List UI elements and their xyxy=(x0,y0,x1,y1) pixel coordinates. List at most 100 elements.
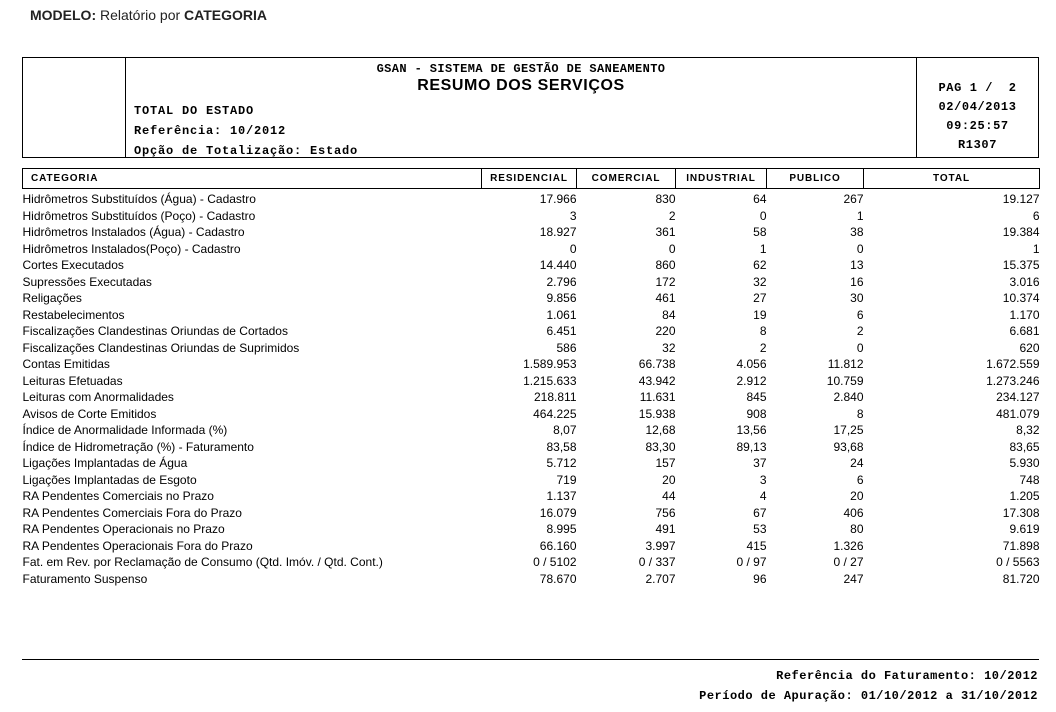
category-label: Religações xyxy=(22,291,82,305)
value-cell: 234.127 xyxy=(996,390,1040,404)
logo-cell xyxy=(23,58,126,157)
value-cell: 908 xyxy=(746,406,767,421)
value-cell: 4 xyxy=(759,489,767,503)
value-cell: 13,56 xyxy=(736,423,767,437)
value-cell: 8.995 xyxy=(546,522,577,536)
category-table: CATEGORIA RESIDENCIAL COMERCIAL INDUSTRI… xyxy=(22,168,1040,587)
value-cell: 0 xyxy=(856,241,864,256)
report-meta: TOTAL DO ESTADO Referência: 10/2012 Opçã… xyxy=(134,101,916,161)
value-cell: 2 xyxy=(759,340,767,355)
value-cell: 17.308 xyxy=(1002,505,1040,520)
value-cell: 67 xyxy=(753,505,767,520)
column-header-comercial: COMERCIAL xyxy=(576,168,676,189)
billing-reference-line: Referência do Faturamento: 10/2012 xyxy=(776,669,1038,683)
value-cell: 11.812 xyxy=(827,357,864,371)
value-cell: 4.056 xyxy=(736,357,767,371)
table-row: Avisos de Corte Emitidos 464.225 15.938 908… xyxy=(23,406,1040,423)
value-cell: 93,68 xyxy=(833,439,864,454)
value-cell: 10.374 xyxy=(1002,291,1040,305)
table-row: Hidrômetros Instalados (Água) - Cadastro… xyxy=(23,224,1040,241)
value-cell: 12,68 xyxy=(645,423,676,437)
value-cell: 78.670 xyxy=(539,571,577,586)
value-cell: 3 xyxy=(569,208,577,223)
table-row: Restabelecimentos 1.061 84 19 6 1.170 xyxy=(23,307,1040,324)
value-cell: 247 xyxy=(843,571,864,586)
modelo-emphasis: CATEGORIA xyxy=(184,7,268,23)
value-cell: 0 xyxy=(569,241,577,256)
value-cell: 6 xyxy=(856,472,864,487)
value-cell: 756 xyxy=(655,505,676,520)
value-cell: 1 xyxy=(759,241,767,256)
category-label: Hidrômetros Instalados(Poço) - Cadastro xyxy=(22,241,241,256)
value-cell: 2.912 xyxy=(736,373,767,388)
category-label: Faturamento Suspenso xyxy=(22,571,148,586)
value-cell: 53 xyxy=(753,522,767,536)
value-cell: 172 xyxy=(655,274,676,289)
value-cell: 62 xyxy=(753,258,767,272)
value-cell: 27 xyxy=(753,291,767,305)
value-cell: 491 xyxy=(655,522,676,536)
value-cell: 19.384 xyxy=(1002,225,1040,239)
value-cell: 6.681 xyxy=(1009,324,1040,338)
value-cell: 1.170 xyxy=(1009,307,1040,322)
category-label: Ligações Implantadas de Esgoto xyxy=(22,472,197,487)
value-cell: 32 xyxy=(753,274,767,289)
value-cell: 9.856 xyxy=(546,291,577,305)
value-cell: 80 xyxy=(850,522,864,536)
value-cell: 66.738 xyxy=(638,357,676,371)
category-label: RA Pendentes Comerciais no Prazo xyxy=(22,489,214,503)
category-label: Leituras Efetuadas xyxy=(22,373,123,388)
value-cell: 14.440 xyxy=(539,258,577,272)
table-row: Religações 9.856 461 27 30 10.374 xyxy=(23,290,1040,307)
value-cell: 1.326 xyxy=(833,538,864,553)
value-cell: 2.707 xyxy=(645,571,676,586)
value-cell: 13 xyxy=(850,258,864,272)
category-label: Ligações Implantadas de Água xyxy=(22,456,188,470)
table-row: Fiscalizações Clandestinas Oriundas de S… xyxy=(23,340,1040,357)
table-row: Ligações Implantadas de Água 5.712 157 37 24… xyxy=(23,455,1040,472)
value-cell: 96 xyxy=(753,571,767,586)
column-header-industrial: INDUSTRIAL xyxy=(675,168,767,189)
table-row: Leituras Efetuadas 1.215.633 43.942 2.912 10… xyxy=(23,373,1040,390)
table-row: RA Pendentes Comerciais no Prazo 1.137 44 4… xyxy=(23,488,1040,505)
value-cell: 2 xyxy=(856,324,864,338)
value-cell: 71.898 xyxy=(1002,538,1040,553)
value-cell: 83,58 xyxy=(546,439,577,454)
table-row: Hidrômetros Substituídos (Poço) - Cadast… xyxy=(23,208,1040,225)
value-cell: 415 xyxy=(746,538,767,553)
report-header-info: PAG 1 / 2 02/04/2013 09:25:57 R1307 xyxy=(916,58,1038,157)
value-cell: 361 xyxy=(655,225,676,239)
column-header-publico: PUBLICO xyxy=(766,168,864,189)
value-cell: 845 xyxy=(746,390,767,404)
totalization-line: Opção de Totalização: Estado xyxy=(134,144,359,158)
value-cell: 84 xyxy=(662,307,676,322)
value-cell: 1.215.633 xyxy=(523,373,577,388)
value-cell: 38 xyxy=(850,225,864,239)
table-row: RA Pendentes Comerciais Fora do Prazo 16.… xyxy=(23,505,1040,522)
value-cell: 19 xyxy=(753,307,767,322)
value-cell: 16 xyxy=(850,274,864,289)
value-cell: 0 xyxy=(759,208,767,223)
value-cell: 0 / 337 xyxy=(638,555,676,569)
value-cell: 8,32 xyxy=(1016,423,1040,437)
report-date: 02/04/2013 xyxy=(938,100,1017,114)
footer-divider xyxy=(22,659,1039,660)
category-label: Restabelecimentos xyxy=(22,307,125,322)
category-label: Hidrômetros Instalados (Água) - Cadastro xyxy=(22,225,245,239)
category-label: RA Pendentes Operacionais no Prazo xyxy=(22,522,225,536)
value-cell: 464.225 xyxy=(533,406,577,421)
value-cell: 17,25 xyxy=(833,423,864,437)
table-header: CATEGORIA RESIDENCIAL COMERCIAL INDUSTRI… xyxy=(22,168,1040,189)
value-cell: 83,30 xyxy=(645,439,676,454)
category-label: Cortes Executados xyxy=(22,258,124,272)
value-cell: 0 / 27 xyxy=(833,555,864,569)
report-code: R1307 xyxy=(957,138,997,152)
category-label: Supressões Executadas xyxy=(22,274,152,289)
value-cell: 16.079 xyxy=(539,505,577,520)
value-cell: 17.966 xyxy=(539,192,577,206)
value-cell: 0 / 5102 xyxy=(533,555,577,569)
category-label: Leituras com Anormalidades xyxy=(22,390,174,404)
value-cell: 5.930 xyxy=(1009,456,1040,470)
table-body: Hidrômetros Substituídos (Água) - Cadast… xyxy=(23,189,1040,588)
table-header-row: CATEGORIA RESIDENCIAL COMERCIAL INDUSTRI… xyxy=(22,168,1040,189)
